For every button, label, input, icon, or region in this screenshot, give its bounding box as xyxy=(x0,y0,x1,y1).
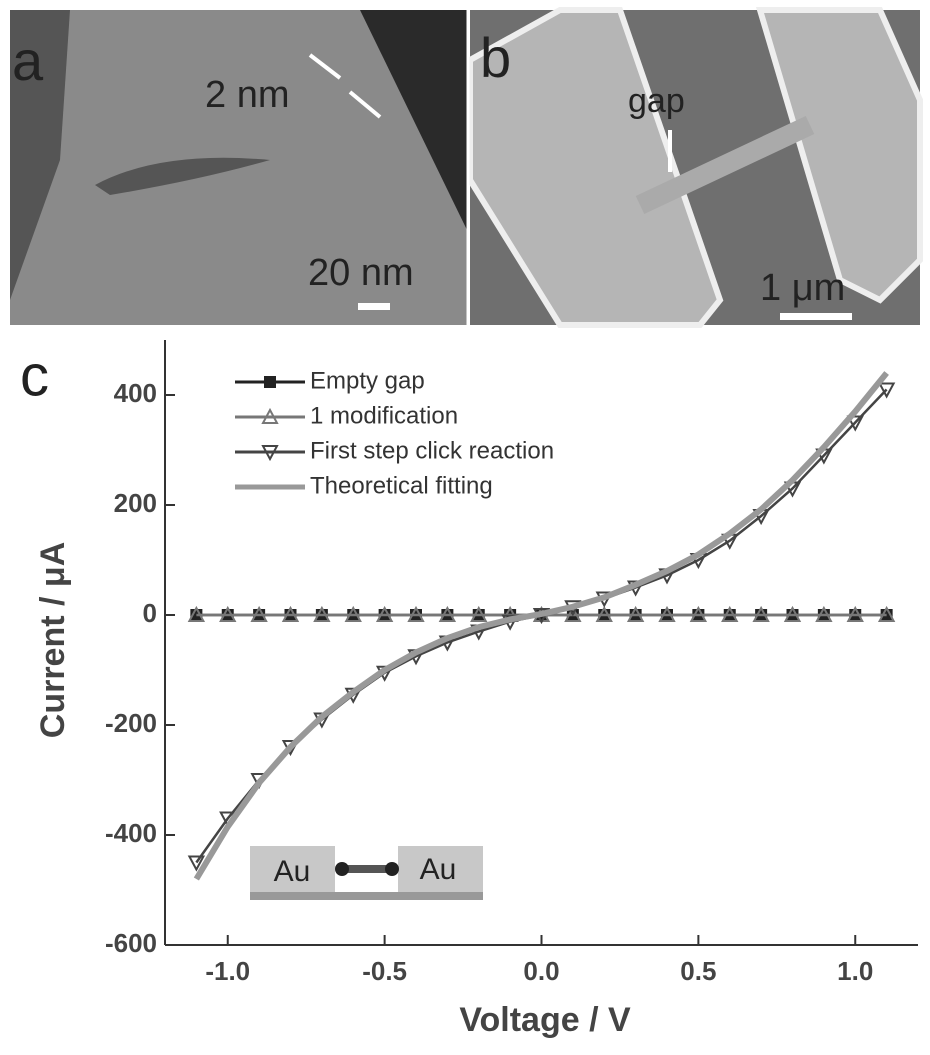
y-tick-label: 400 xyxy=(114,378,157,408)
y-tick-label: -200 xyxy=(105,708,157,738)
x-tick-label: 0.0 xyxy=(523,956,559,986)
marker xyxy=(438,605,457,622)
y-tick-label: 200 xyxy=(114,488,157,518)
marker xyxy=(846,605,864,622)
nanowire xyxy=(635,115,815,215)
marker xyxy=(689,605,708,622)
legend-label: Theoretical fitting xyxy=(310,472,493,499)
dark-region xyxy=(10,10,70,300)
electrode xyxy=(755,7,923,304)
y-tick-label: -600 xyxy=(105,928,157,958)
marker xyxy=(313,605,331,622)
y-axis-label: Current / μA xyxy=(34,542,72,738)
marker xyxy=(250,605,268,622)
x-tick-label: 0.5 xyxy=(680,956,716,986)
y-tick-label: -400 xyxy=(105,818,157,848)
molecule-end xyxy=(385,862,399,876)
legend-label: 1 modification xyxy=(310,402,458,429)
marker xyxy=(752,605,770,622)
panel-label: b xyxy=(480,26,511,89)
x-axis-label: Voltage / V xyxy=(459,1001,631,1039)
molecule-end xyxy=(335,862,349,876)
grain-boundary xyxy=(95,157,270,195)
marker xyxy=(281,605,300,622)
inset-label: Au xyxy=(420,853,457,886)
electrode xyxy=(250,846,335,892)
annotation: gap xyxy=(628,82,685,120)
x-tick-label: -1.0 xyxy=(205,956,250,986)
dark-region xyxy=(360,10,467,230)
series-line xyxy=(193,371,889,881)
panel-label: a xyxy=(12,29,44,92)
x-tick-label: 1.0 xyxy=(837,956,873,986)
marker xyxy=(344,605,362,622)
annotation: 1 μm xyxy=(760,267,845,309)
scale-bar xyxy=(780,313,852,320)
inset xyxy=(250,846,483,900)
scale-bar xyxy=(358,303,390,310)
inset-label: Au xyxy=(274,855,311,888)
marker xyxy=(187,855,206,872)
annotation: 2 nm xyxy=(205,74,289,116)
marker xyxy=(187,605,206,622)
legend-label: First step click reaction xyxy=(310,437,554,464)
marker xyxy=(470,605,488,622)
arrow xyxy=(348,90,382,119)
marker xyxy=(877,382,896,399)
arrow xyxy=(308,53,342,80)
legend-label: Empty gap xyxy=(310,367,425,394)
marker xyxy=(564,605,582,622)
marker xyxy=(658,605,676,622)
marker xyxy=(626,605,645,622)
panel-label: c xyxy=(20,343,49,408)
marker xyxy=(877,605,896,622)
marker xyxy=(219,605,237,622)
marker xyxy=(407,605,425,622)
panel-b: b gap 1 μm xyxy=(467,7,923,328)
marker xyxy=(783,605,802,622)
marker xyxy=(261,407,279,424)
panel-a: a 2 nm 20 nm xyxy=(10,10,467,325)
electrode xyxy=(398,846,483,892)
marker xyxy=(261,445,279,462)
marker xyxy=(846,415,864,432)
y-tick-label: 0 xyxy=(143,598,157,628)
x-tick-label: -0.5 xyxy=(362,956,407,986)
marker xyxy=(595,605,613,622)
marker xyxy=(375,605,394,622)
marker xyxy=(815,605,833,622)
substrate xyxy=(250,892,483,900)
electrode xyxy=(467,7,724,328)
marker xyxy=(721,605,739,622)
marker xyxy=(264,376,276,388)
annotation: 20 nm xyxy=(308,252,414,294)
